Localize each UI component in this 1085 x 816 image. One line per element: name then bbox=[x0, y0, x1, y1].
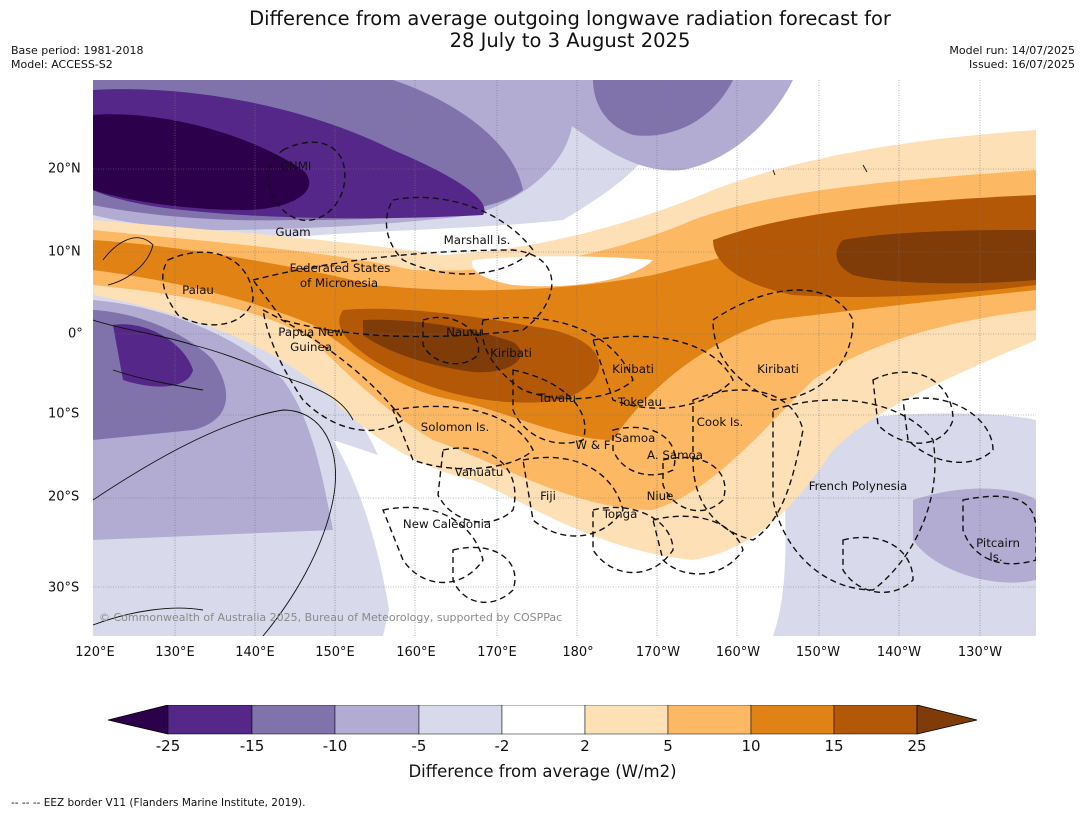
model-run-date: Model run: 14/07/2025 bbox=[949, 44, 1075, 57]
colorbar bbox=[108, 705, 978, 735]
colorbar-swatch-4 bbox=[418, 705, 503, 735]
anomaly-area-neutral-north bbox=[472, 256, 653, 287]
place-label-solomon: Solomon Is. bbox=[420, 420, 490, 434]
place-label-french-polynesia: French Polynesia bbox=[808, 479, 908, 493]
colorbar-swatch-0 bbox=[108, 705, 169, 735]
colorbar-swatch-1 bbox=[167, 705, 253, 735]
base-period: Base period: 1981-2018 bbox=[11, 44, 144, 57]
lon-label-130w: 130°W bbox=[957, 645, 1003, 660]
title-line-1: Difference from average outgoing longwav… bbox=[249, 7, 891, 30]
place-label-marshall: Marshall Is. bbox=[443, 233, 511, 247]
anomaly-area-sw-dark bbox=[113, 324, 193, 387]
place-label-samoa: Samoa bbox=[614, 431, 656, 445]
colorbar-tick: -10 bbox=[322, 737, 348, 755]
map-panel: CNMI Guam Marshall Is. Federated States … bbox=[93, 80, 1036, 636]
place-label-tuvalu: Tuvalu bbox=[538, 391, 576, 405]
anomaly-area-purple-ne-dark bbox=[593, 80, 733, 136]
place-label-fsm-line1: Federated States bbox=[289, 261, 391, 275]
colorbar-tick: -2 bbox=[494, 737, 510, 755]
place-label-american-samoa: A. Samoa bbox=[646, 448, 704, 462]
place-label-niue: Niue bbox=[646, 489, 674, 503]
lon-label-160e: 160°E bbox=[396, 645, 436, 660]
place-label-wallis-futuna: W & F bbox=[575, 438, 611, 452]
model-name: Model: ACCESS-S2 bbox=[11, 58, 113, 71]
olr-anomaly-map bbox=[93, 80, 1036, 636]
lat-label-30s: 30°S bbox=[48, 580, 80, 596]
lon-label-180: 180° bbox=[562, 645, 594, 660]
colorbar-tick: -25 bbox=[155, 737, 181, 755]
place-label-kiribati-central: Kiribati bbox=[612, 362, 654, 376]
place-label-png-line2: Guinea bbox=[290, 340, 332, 354]
colorbar-tick: 5 bbox=[663, 737, 673, 755]
colorbar-swatch-6 bbox=[584, 705, 669, 735]
lon-label-120e: 120°E bbox=[75, 645, 115, 660]
colorbar-swatch-7 bbox=[667, 705, 752, 735]
colorbar-swatch-3 bbox=[334, 705, 420, 735]
lon-label-140e: 140°E bbox=[235, 645, 275, 660]
place-label-png-line1: Papua New bbox=[278, 325, 344, 339]
lon-label-150w: 150°W bbox=[795, 645, 841, 660]
colorbar-label: Difference from average (W/m2) bbox=[408, 762, 677, 781]
place-label-kiribati-west: Kiribati bbox=[490, 346, 532, 360]
colorbar-tick: -15 bbox=[239, 737, 265, 755]
lon-label-140w: 140°W bbox=[876, 645, 922, 660]
colorbar-swatch-2 bbox=[251, 705, 336, 735]
colorbar-swatch-9 bbox=[833, 705, 918, 735]
lon-label-170w: 170°W bbox=[635, 645, 681, 660]
lat-label-0: 0° bbox=[68, 326, 83, 342]
anomaly-area-se-mid bbox=[913, 488, 1036, 583]
lon-label-150e: 150°E bbox=[315, 645, 355, 660]
colorbar-tick: -5 bbox=[411, 737, 427, 755]
colorbar-tick: 15 bbox=[824, 737, 844, 755]
eez-borders bbox=[162, 141, 1036, 604]
place-label-new-caledonia: New Caledonia bbox=[402, 517, 492, 531]
place-label-cook: Cook Is. bbox=[696, 415, 744, 429]
lon-label-160w: 160°W bbox=[715, 645, 761, 660]
place-label-nauru: Nauru bbox=[446, 325, 482, 339]
place-label-kiribati-east: Kiribati bbox=[757, 362, 799, 376]
issued-date: Issued: 16/07/2025 bbox=[968, 58, 1075, 71]
place-label-cnmi: CNMI bbox=[280, 159, 312, 173]
place-label-pitcairn-line1: Pitcairn bbox=[976, 536, 1020, 550]
colorbar-tick: 2 bbox=[580, 737, 590, 755]
coastlines bbox=[93, 164, 868, 636]
graticule bbox=[93, 80, 1036, 636]
place-label-guam: Guam bbox=[275, 225, 311, 239]
anomaly-area-deepest-purple bbox=[93, 114, 310, 210]
lon-label-170e: 170°E bbox=[477, 645, 517, 660]
colorbar-swatch-10 bbox=[916, 705, 978, 735]
colorbar-swatch-5 bbox=[501, 705, 586, 735]
place-label-fiji: Fiji bbox=[540, 489, 556, 503]
model-run-info: Model run: 14/07/2025 Issued: 16/07/2025 bbox=[949, 44, 1075, 72]
anomaly-area-se-light bbox=[773, 413, 1036, 636]
place-label-vanuatu: Vanuatu bbox=[454, 465, 504, 479]
place-label-pitcairn-line2: Is. bbox=[989, 550, 1003, 564]
eez-footnote: -- -- -- EEZ border V11 (Flanders Marine… bbox=[11, 797, 306, 809]
lat-label-10n: 10°N bbox=[48, 244, 81, 260]
lon-label-130e: 130°E bbox=[155, 645, 195, 660]
place-label-tokelau: Tokelau bbox=[617, 395, 663, 409]
place-label-fsm-line2: of Micronesia bbox=[299, 276, 379, 290]
anomaly-area-darkest-brown-east bbox=[836, 230, 1036, 284]
copyright-notice: © Commonwealth of Australia 2025, Bureau… bbox=[99, 611, 563, 624]
title-line-2: 28 July to 3 August 2025 bbox=[449, 29, 691, 52]
chart-title: Difference from average outgoing longwav… bbox=[0, 8, 1085, 52]
anomaly-area-darkest-brown-west bbox=[363, 319, 521, 373]
lat-label-20n: 20°N bbox=[48, 161, 81, 177]
lat-label-10s: 10°S bbox=[48, 406, 80, 422]
place-label-palau: Palau bbox=[182, 283, 214, 297]
place-label-tonga: Tonga bbox=[602, 507, 638, 521]
colorbar-tick: 25 bbox=[907, 737, 927, 755]
base-period-info: Base period: 1981-2018 Model: ACCESS-S2 bbox=[11, 44, 143, 72]
lat-label-20s: 20°S bbox=[48, 489, 80, 505]
colorbar-tick: 10 bbox=[741, 737, 761, 755]
colorbar-swatch-8 bbox=[750, 705, 835, 735]
